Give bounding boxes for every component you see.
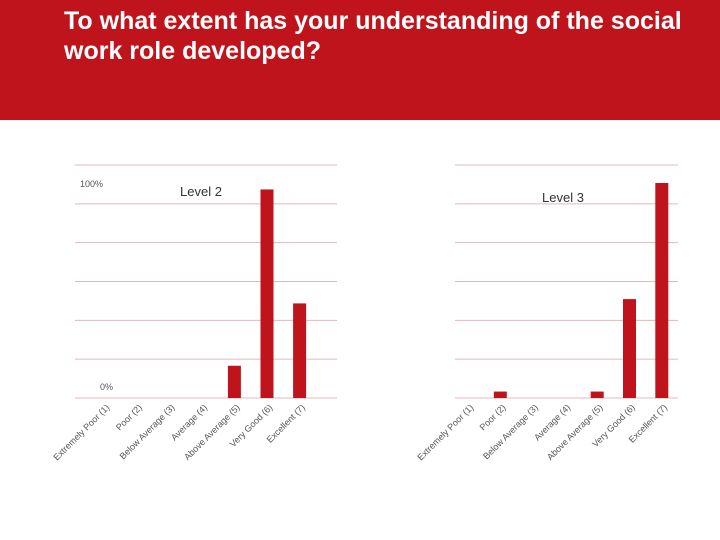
category-label: Poor (2) xyxy=(478,402,508,432)
bar xyxy=(227,365,241,398)
bar xyxy=(260,189,274,398)
category-label: Below Average (3) xyxy=(118,402,177,461)
bar xyxy=(590,391,604,398)
bar xyxy=(623,299,636,398)
category-label: Below Average (3) xyxy=(481,402,540,461)
category-label: Above Average (5) xyxy=(545,402,605,462)
category-label: Above Average (5) xyxy=(182,402,242,462)
slide-title: To what extent has your understanding of… xyxy=(64,7,682,65)
category-label: Extremely Poor (1) xyxy=(415,402,475,462)
chart-title: Level 2 xyxy=(180,184,222,199)
y-tick-label: 0% xyxy=(100,382,113,392)
bar xyxy=(655,183,669,398)
bar xyxy=(293,303,307,398)
y-tick-label: 100% xyxy=(80,179,103,189)
bar xyxy=(493,391,507,398)
chart-title: Level 3 xyxy=(542,190,584,205)
title-banner xyxy=(0,0,720,120)
category-label: Poor (2) xyxy=(114,402,144,432)
category-label: Extremely Poor (1) xyxy=(51,402,111,462)
